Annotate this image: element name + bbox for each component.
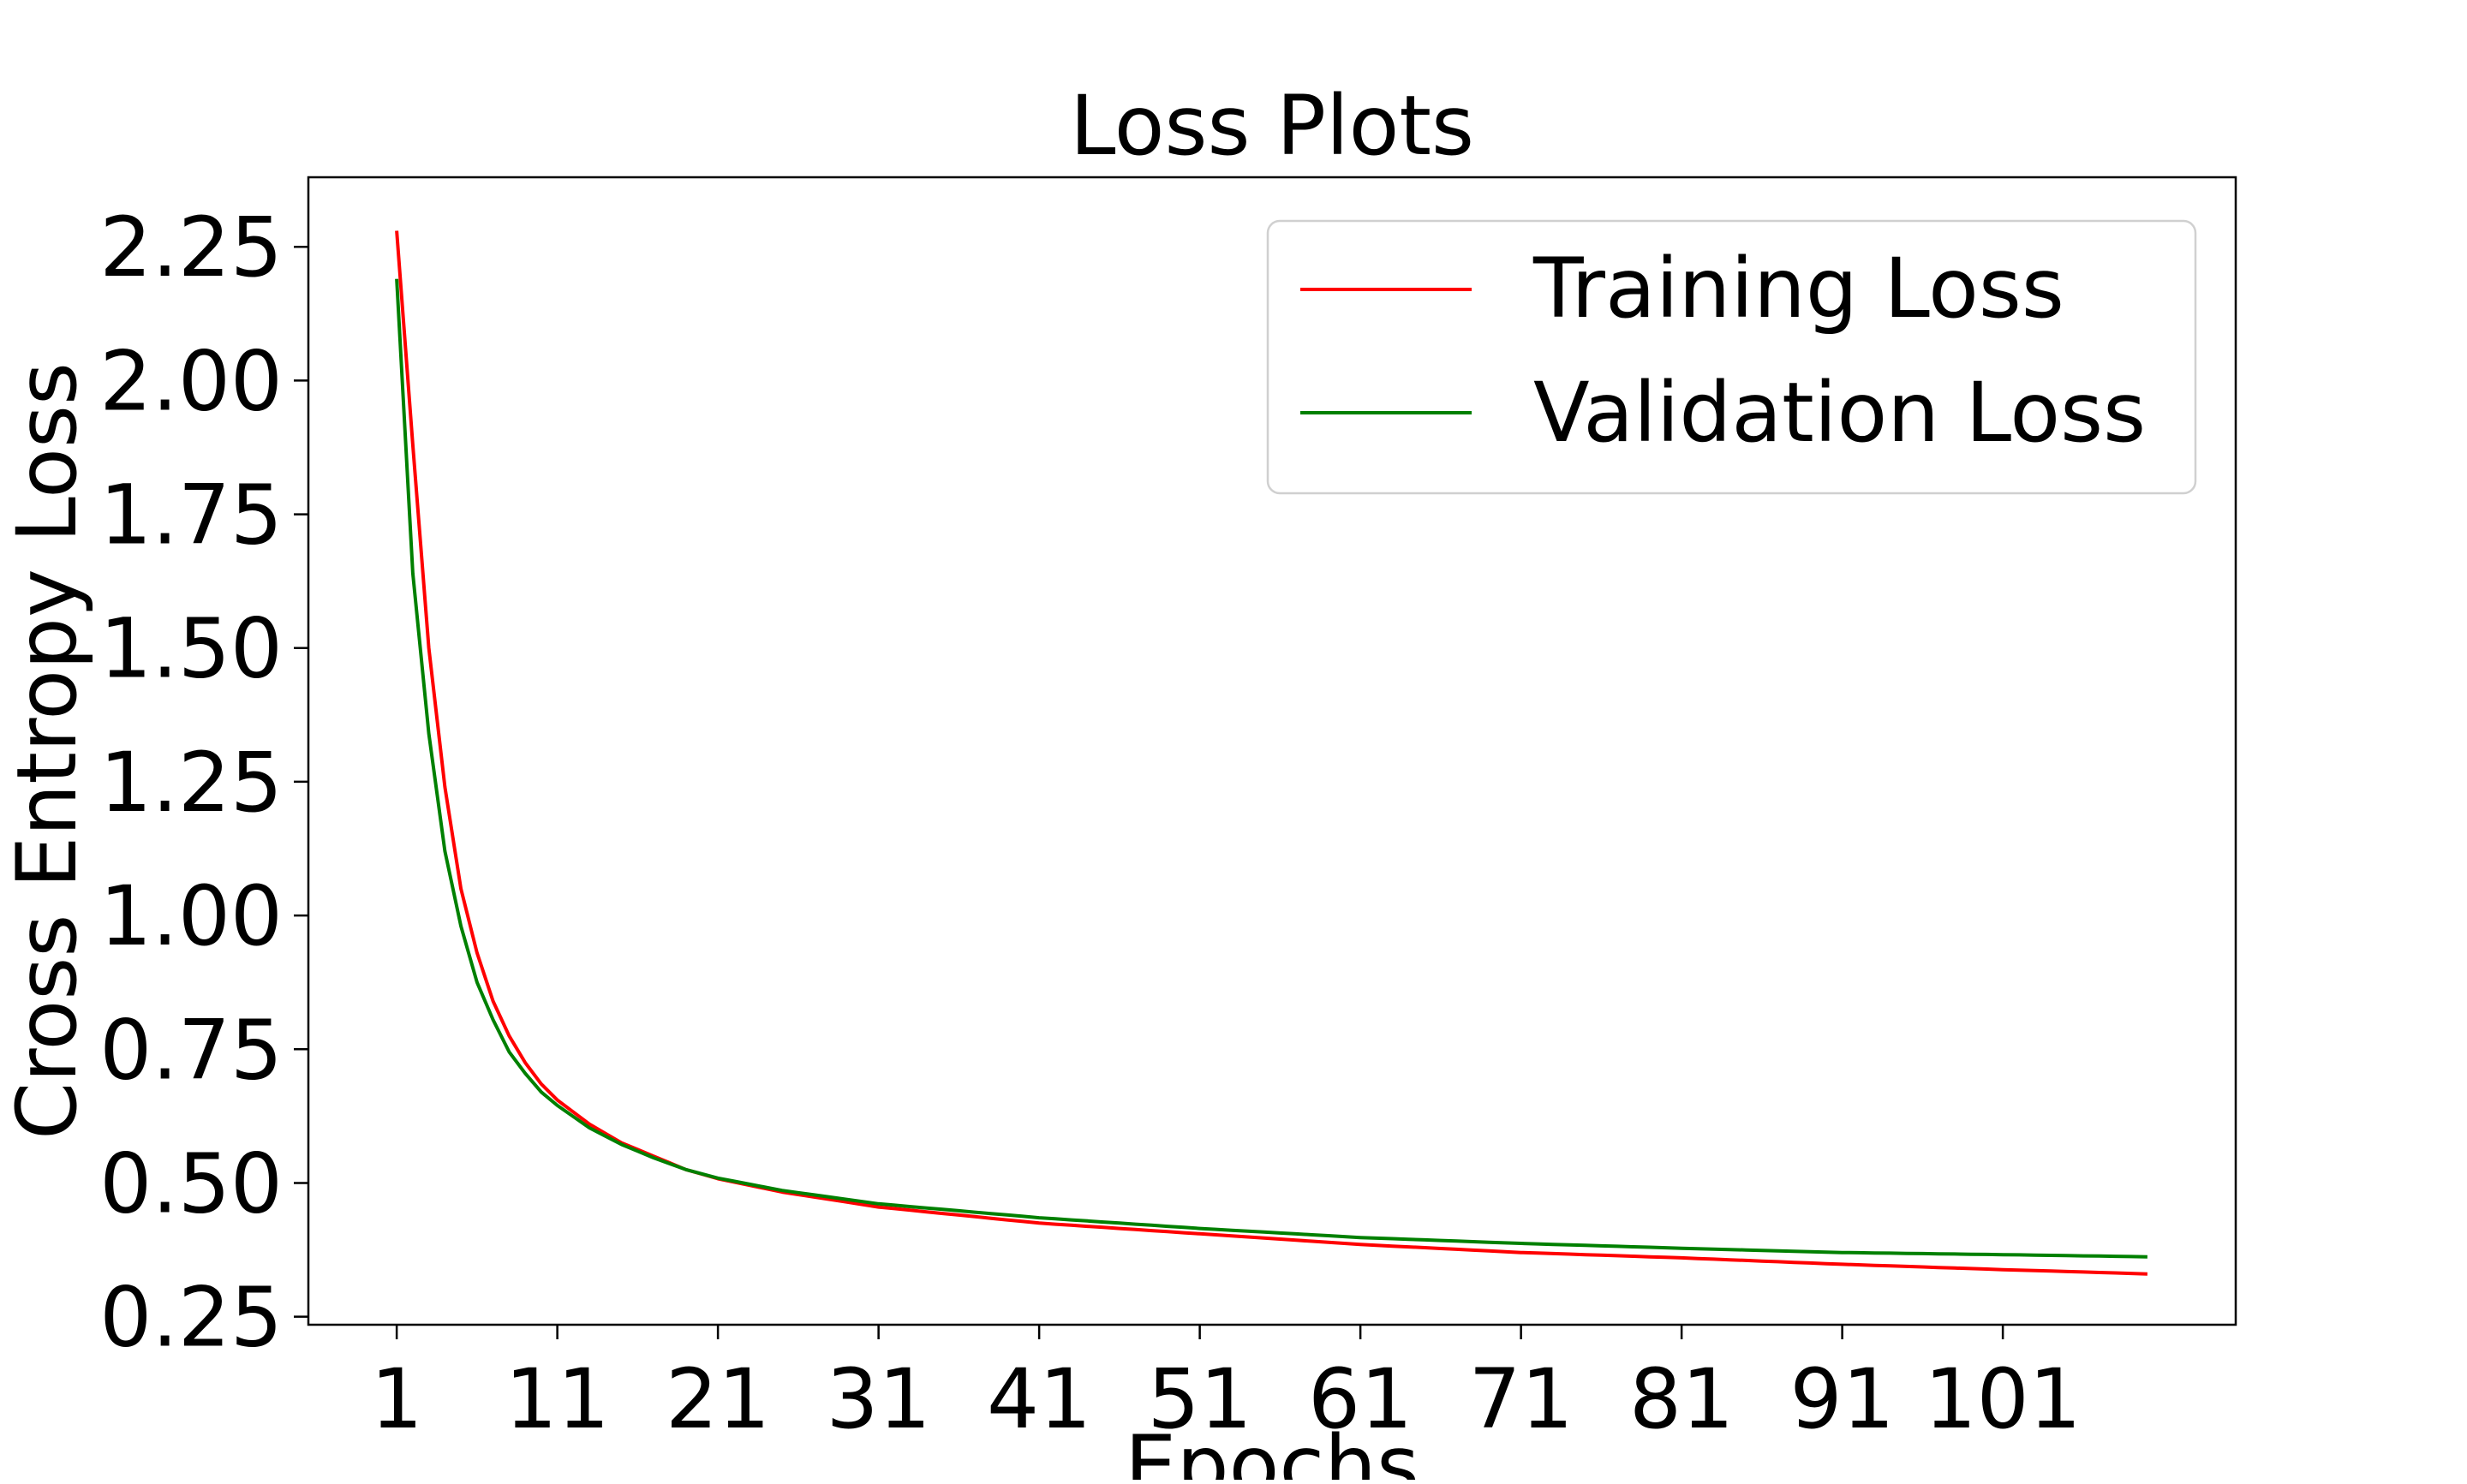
y-tick-label: 2.25 bbox=[99, 200, 283, 295]
y-tick-label: 1.25 bbox=[99, 735, 283, 831]
y-tick-label: 0.75 bbox=[99, 1002, 283, 1098]
plot-frame bbox=[307, 176, 2237, 1326]
legend: Training Loss Validation Loss bbox=[1266, 219, 2197, 495]
legend-label-training: Training Loss bbox=[1532, 241, 2064, 337]
x-tick-label: 71 bbox=[1469, 1351, 1574, 1447]
x-tick-label: 91 bbox=[1790, 1351, 1895, 1447]
y-tick-label: 1.00 bbox=[99, 868, 283, 964]
x-tick-label: 21 bbox=[666, 1351, 770, 1447]
series-line-validation-loss bbox=[395, 278, 2147, 1259]
x-tick-label: 11 bbox=[505, 1351, 610, 1447]
x-tick-label: 31 bbox=[827, 1351, 931, 1447]
legend-box bbox=[1266, 219, 2197, 495]
chart-title: Loss Plots bbox=[1070, 78, 1474, 174]
y-tick-label: 0.50 bbox=[99, 1135, 283, 1231]
y-tick-label: 0.25 bbox=[99, 1270, 283, 1366]
legend-label-validation: Validation Loss bbox=[1533, 365, 2146, 461]
y-tick-label: 1.75 bbox=[99, 468, 283, 563]
x-tick-label: 81 bbox=[1629, 1351, 1734, 1447]
x-tick-label: 41 bbox=[987, 1351, 1091, 1447]
x-tick-label: 101 bbox=[1925, 1351, 2082, 1447]
series-layer bbox=[395, 230, 2147, 1276]
y-axis-ticks: 0.25 0.50 0.75 1.00 1.25 1.50 1.75 2.00 2.25 bbox=[99, 200, 308, 1366]
y-axis-label: Cross Entropy Loss bbox=[0, 362, 95, 1140]
x-tick-label: 61 bbox=[1308, 1351, 1413, 1447]
x-tick-label: 1 bbox=[371, 1351, 423, 1447]
x-axis-label: Epochs bbox=[1125, 1418, 1419, 1480]
y-tick-label: 1.50 bbox=[99, 601, 283, 697]
x-axis-ticks: 1 11 21 31 41 51 61 71 81 91 101 bbox=[371, 1325, 2082, 1447]
y-tick-label: 2.00 bbox=[99, 333, 283, 429]
x-tick-label: 51 bbox=[1148, 1351, 1252, 1447]
